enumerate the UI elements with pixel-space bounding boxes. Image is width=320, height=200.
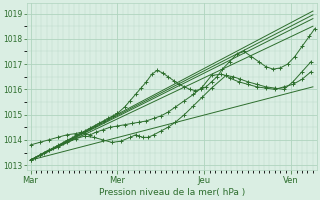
X-axis label: Pression niveau de la mer( hPa ): Pression niveau de la mer( hPa ) — [99, 188, 245, 197]
